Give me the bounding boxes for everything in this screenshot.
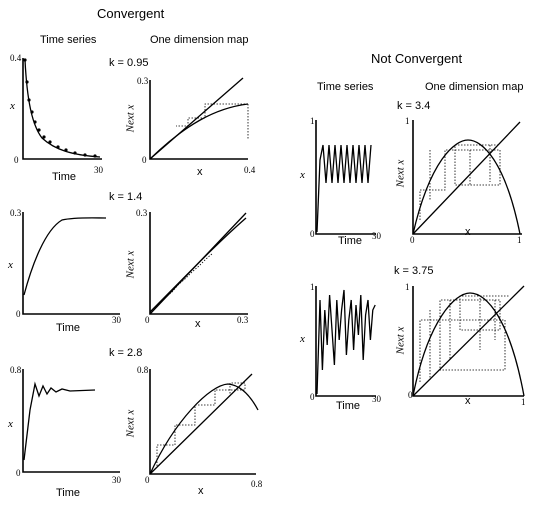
ts0-point (73, 151, 77, 155)
map4-cobweb (419, 295, 510, 382)
ts2-xlabel: Time (56, 487, 81, 499)
ts2-axes (22, 369, 120, 473)
tick-ts2-zero: 0 (16, 468, 21, 478)
ts1-ylabel: x (8, 259, 13, 271)
tick-map2-end: 0.8 (251, 479, 263, 489)
map0-axes (149, 80, 248, 160)
ts3-axes (315, 120, 376, 235)
map2-xlabel: x (198, 485, 204, 497)
tick-map0-zero: 0 (142, 155, 147, 165)
tick-ts3-top: 1 (310, 116, 315, 126)
map0-cobweb (176, 103, 249, 140)
map3-curve (412, 139, 521, 235)
tick-map4-end: 1 (521, 397, 526, 407)
ts0-xlabel: Time (52, 171, 77, 183)
ts0-curve (24, 59, 101, 158)
ts0-point (42, 135, 46, 139)
tick-map1-zero: 0 (145, 315, 150, 325)
tick-ts1-end: 30 (112, 315, 121, 325)
tick-ts1-top: 0.3 (10, 208, 22, 218)
tick-ts2-end: 30 (112, 475, 121, 485)
tick-map3-zero: 0 (410, 235, 415, 245)
tick-map4-top: 1 (405, 282, 410, 292)
ts2-ylabel: x (8, 418, 13, 430)
heading-convergent: Convergent (97, 6, 165, 21)
map1-xlabel: x (195, 318, 201, 330)
k-label-1: k = 1.4 (109, 191, 143, 203)
map2-cobweb (156, 382, 246, 466)
map2-curve (149, 383, 259, 475)
col-header-one-dim-map-right: One dimension map (425, 81, 524, 93)
map4-curve (412, 292, 525, 397)
map4-diagonal (412, 285, 525, 397)
ts4-curve (316, 289, 376, 395)
ts4-axes (315, 286, 376, 397)
tick-ts4-end: 30 (372, 394, 381, 404)
tick-ts0-zero: 0 (14, 155, 19, 165)
tick-map2-zero: 0 (145, 475, 150, 485)
ts0-point (23, 58, 27, 62)
tick-map0-top: 0.3 (137, 76, 149, 86)
ts0-point (48, 140, 52, 144)
k-label-2: k = 2.8 (109, 347, 143, 359)
tick-ts1-zero: 0 (16, 309, 21, 319)
tick-ts3-end: 30 (372, 231, 381, 241)
map3-cobweb (419, 144, 501, 220)
tick-ts4-top: 1 (310, 282, 315, 292)
ts1-curve (23, 217, 107, 296)
ts4-ylabel: x (300, 333, 305, 345)
ts0-point (33, 120, 37, 124)
tick-map1-end: 0.3 (237, 315, 249, 325)
ts3-ylabel: x (300, 169, 305, 181)
tick-map4-zero: 0 (408, 390, 413, 400)
col-header-time-series: Time series (40, 34, 97, 46)
tick-ts4-zero: 0 (310, 392, 315, 402)
ts3-curve (316, 144, 372, 233)
ts0-point (64, 148, 68, 152)
ts3-xlabel: Time (338, 235, 363, 247)
k-label-0: k = 0.95 (109, 57, 149, 69)
k-label-3: k = 3.4 (397, 100, 431, 112)
ts0-point (27, 98, 31, 102)
tick-map2-top: 0.8 (137, 365, 149, 375)
ts4-xlabel: Time (336, 400, 361, 412)
ts0-point (56, 145, 60, 149)
tick-ts3-zero: 0 (310, 229, 315, 239)
col-header-time-series-right: Time series (317, 81, 374, 93)
ts0-point (83, 153, 87, 157)
map0-xlabel: x (197, 166, 203, 178)
ts0-ylabel: x (10, 100, 15, 112)
map3-diagonal (412, 121, 521, 235)
ts0-point (30, 110, 34, 114)
tick-map1-top: 0.3 (136, 208, 148, 218)
ts0-axes (22, 58, 102, 160)
heading-not-convergent: Not Convergent (371, 51, 463, 66)
tick-ts2-top: 0.8 (10, 365, 22, 375)
tick-map0-end: 0.4 (244, 165, 256, 175)
tick-ts0-top: 0.4 (10, 53, 22, 63)
map0-curve (149, 103, 249, 160)
ts0-point (93, 154, 97, 158)
tick-ts0-end: 30 (94, 165, 103, 175)
map1-cobweb (164, 252, 214, 299)
k-label-4: k = 3.75 (394, 265, 434, 277)
ts1-axes (22, 212, 120, 315)
tick-map3-top: 1 (405, 116, 410, 126)
map4-xlabel: x (465, 395, 471, 407)
ts2-curve (23, 381, 96, 461)
ts1-xlabel: Time (56, 322, 81, 334)
col-header-one-dim-map: One dimension map (150, 34, 249, 46)
map1-curve (149, 217, 247, 313)
ts0-point (25, 80, 29, 84)
tick-map3-end: 1 (517, 235, 522, 245)
map2-diagonal (149, 373, 253, 475)
map3-xlabel: x (465, 226, 471, 238)
ts0-point (37, 128, 41, 132)
